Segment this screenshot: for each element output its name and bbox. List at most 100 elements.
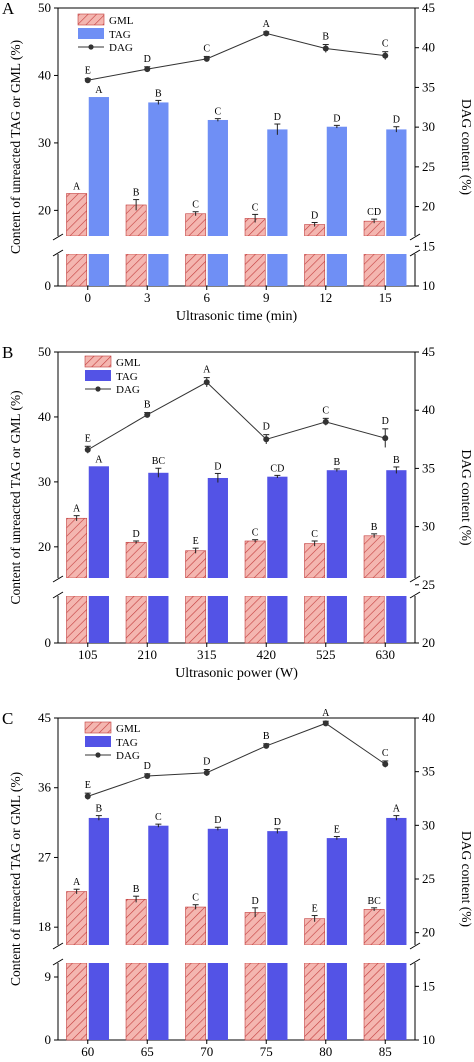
bar-gml [363, 220, 385, 237]
gml-letter: BC [367, 896, 381, 907]
bar-gml [244, 540, 266, 579]
y2-tick-label: 30 [422, 817, 435, 832]
dag-point [203, 769, 210, 776]
y-tick-label: 0 [45, 1032, 52, 1047]
plot-frame [57, 717, 416, 1041]
bar-tag-lower [326, 596, 347, 643]
bar-tag-lower [386, 254, 407, 286]
dag-letter: C [203, 43, 210, 54]
gml-letter: D [311, 211, 318, 222]
bar-gml-lower [66, 962, 88, 1041]
bar-tag [386, 817, 407, 945]
tag-letter: A [393, 804, 401, 815]
gml-letter: E [312, 904, 318, 915]
bar-gml [185, 213, 207, 237]
legend-tag-label: TAG [116, 371, 138, 383]
y2-tick-label: 25 [422, 577, 435, 592]
tag-letter: E [334, 825, 340, 836]
bar-gml-lower [244, 962, 266, 1041]
dag-point [144, 772, 151, 779]
y-axis-label: Content of unreacted TAG or GML (%) [8, 390, 23, 604]
dag-point [382, 52, 389, 59]
y-tick-label: 27 [38, 849, 52, 864]
bar-gml-lower [363, 595, 385, 644]
bar-gml-lower [363, 962, 385, 1041]
bar-tag [386, 470, 407, 578]
y2-tick-label: 25 [422, 159, 435, 174]
axis-break-mark [409, 575, 421, 583]
x-tick-label: 525 [316, 647, 336, 662]
dag-letter: A [322, 708, 330, 719]
bar-gml-lower [185, 962, 207, 1041]
bar-tag-lower [267, 963, 288, 1040]
x-tick-label: 75 [260, 1044, 273, 1059]
dag-letter: D [263, 422, 270, 433]
bar-tag [148, 472, 169, 578]
bar-gml-lower [244, 253, 266, 287]
axis-break-mark [409, 233, 421, 241]
bar-tag [267, 129, 288, 236]
gml-letter: B [133, 884, 140, 895]
axis-break-gap [52, 236, 421, 254]
y-tick-label: 45 [38, 710, 51, 725]
y2-tick-label: 35 [422, 79, 435, 94]
bar-tag [267, 831, 288, 945]
dag-letter: C [322, 405, 329, 416]
dag-letter: A [203, 365, 211, 376]
dag-letter: E [85, 66, 91, 77]
bar-tag-lower [267, 596, 288, 643]
bar-gml [185, 550, 207, 579]
bar-gml [66, 891, 88, 946]
gml-letter: A [73, 182, 81, 193]
plot-frame [57, 7, 416, 287]
y-tick-label: 36 [38, 780, 52, 795]
bar-gml-lower [304, 962, 326, 1041]
bar-tag [88, 466, 109, 578]
bar-tag [207, 828, 228, 945]
dag-letter: B [144, 400, 151, 411]
tag-letter: D [333, 113, 340, 124]
y2-tick-label: 30 [422, 119, 435, 134]
x-tick-label: 60 [81, 1044, 94, 1059]
dag-letter: C [382, 748, 389, 759]
legend-tag-label: TAG [116, 737, 138, 749]
bar-tag-lower [207, 596, 228, 643]
y2-tick-label: 10 [422, 278, 435, 293]
bar-gml [125, 541, 147, 579]
x-tick-label: 80 [319, 1044, 332, 1059]
bar-tag [148, 102, 169, 236]
tag-letter: D [214, 461, 221, 472]
dag-letter: B [263, 731, 270, 742]
dag-point [84, 446, 91, 453]
dag-point [263, 742, 270, 749]
dag-point [263, 436, 270, 443]
bar-tag-lower [88, 596, 109, 643]
x-axis-label: Ultrasonic power (W) [175, 666, 298, 681]
tag-letter: D [393, 115, 400, 126]
y2-tick-label: 40 [422, 402, 435, 417]
axis-break-mark [409, 942, 421, 950]
y2-tick-label: 45 [422, 344, 435, 359]
bar-tag [326, 126, 347, 236]
bar-gml-lower [304, 253, 326, 287]
axis-break-mark [409, 249, 421, 257]
legend-dag-label: DAG [116, 384, 140, 396]
y-tick-label: 18 [38, 919, 51, 934]
dag-point [322, 720, 329, 727]
bar-tag [267, 476, 288, 578]
y2-tick-label: 30 [422, 519, 435, 534]
bar-tag-lower [326, 963, 347, 1040]
y2-tick-label: 20 [422, 635, 435, 650]
dag-point [263, 30, 270, 37]
x-axis-label: Ultrasonic time (min) [176, 309, 298, 324]
gml-letter: C [192, 893, 199, 904]
tag-letter: B [334, 457, 341, 468]
dag-point [144, 411, 151, 418]
bar-tag-lower [207, 963, 228, 1040]
x-tick-label: 630 [376, 647, 396, 662]
y-tick-label: 50 [38, 0, 51, 15]
panel-label: B [2, 343, 13, 362]
bar-gml-lower [66, 595, 88, 644]
axis-break-mark [52, 591, 64, 599]
bar-gml [304, 918, 326, 946]
